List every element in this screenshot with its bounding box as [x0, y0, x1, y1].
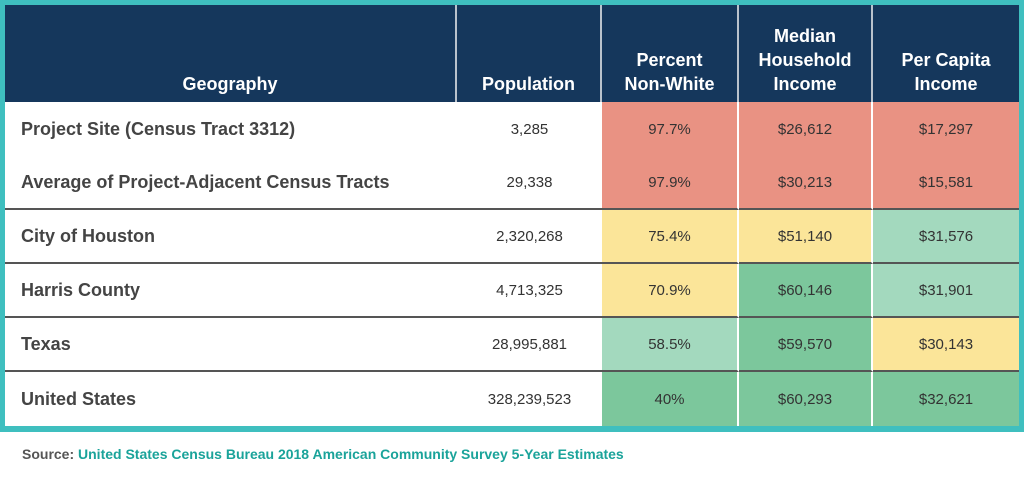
cell-population: 28,995,881	[457, 318, 602, 372]
cell-median-household-income: $26,612	[739, 102, 873, 156]
cell-per-capita-income: $32,621	[873, 372, 1019, 426]
cell-percent-non-white: 70.9%	[602, 264, 739, 318]
table-row: Project Site (Census Tract 3312) 3,285 9…	[5, 102, 1019, 156]
cell-median-household-income: $51,140	[739, 210, 873, 264]
cell-median-household-income: $30,213	[739, 156, 873, 210]
table-row: City of Houston 2,320,268 75.4% $51,140 …	[5, 210, 1019, 264]
header-geography: Geography	[5, 5, 457, 102]
header-median-household-income: Median Household Income	[739, 5, 873, 102]
source-text: United States Census Bureau 2018 America…	[78, 446, 624, 462]
cell-percent-non-white: 40%	[602, 372, 739, 426]
cell-population: 3,285	[457, 102, 602, 156]
source-label: Source:	[22, 446, 75, 462]
cell-population: 328,239,523	[457, 372, 602, 426]
header-population: Population	[457, 5, 602, 102]
cell-geography: Project Site (Census Tract 3312)	[5, 102, 457, 156]
cell-percent-non-white: 58.5%	[602, 318, 739, 372]
header-percent-non-white: Percent Non-White	[602, 5, 739, 102]
cell-median-household-income: $60,293	[739, 372, 873, 426]
cell-geography: Harris County	[5, 264, 457, 318]
cell-population: 2,320,268	[457, 210, 602, 264]
cell-geography: Average of Project-Adjacent Census Tract…	[5, 156, 457, 210]
cell-per-capita-income: $30,143	[873, 318, 1019, 372]
table-row: Texas 28,995,881 58.5% $59,570 $30,143	[5, 318, 1019, 372]
source-citation: Source: United States Census Bureau 2018…	[22, 446, 624, 462]
cell-per-capita-income: $17,297	[873, 102, 1019, 156]
cell-population: 29,338	[457, 156, 602, 210]
census-comparison-table: Geography Population Percent Non-White Me…	[5, 5, 1019, 426]
cell-per-capita-income: $15,581	[873, 156, 1019, 210]
cell-geography: Texas	[5, 318, 457, 372]
table-row: United States 328,239,523 40% $60,293 $3…	[5, 372, 1019, 426]
header-per-capita-income: Per Capita Income	[873, 5, 1019, 102]
table-row: Average of Project-Adjacent Census Tract…	[5, 156, 1019, 210]
cell-geography: City of Houston	[5, 210, 457, 264]
cell-population: 4,713,325	[457, 264, 602, 318]
cell-percent-non-white: 75.4%	[602, 210, 739, 264]
table-row: Harris County 4,713,325 70.9% $60,146 $3…	[5, 264, 1019, 318]
cell-per-capita-income: $31,576	[873, 210, 1019, 264]
cell-median-household-income: $60,146	[739, 264, 873, 318]
cell-median-household-income: $59,570	[739, 318, 873, 372]
cell-geography: United States	[5, 372, 457, 426]
table-header-row: Geography Population Percent Non-White Me…	[5, 5, 1019, 102]
cell-percent-non-white: 97.7%	[602, 102, 739, 156]
cell-per-capita-income: $31,901	[873, 264, 1019, 318]
cell-percent-non-white: 97.9%	[602, 156, 739, 210]
